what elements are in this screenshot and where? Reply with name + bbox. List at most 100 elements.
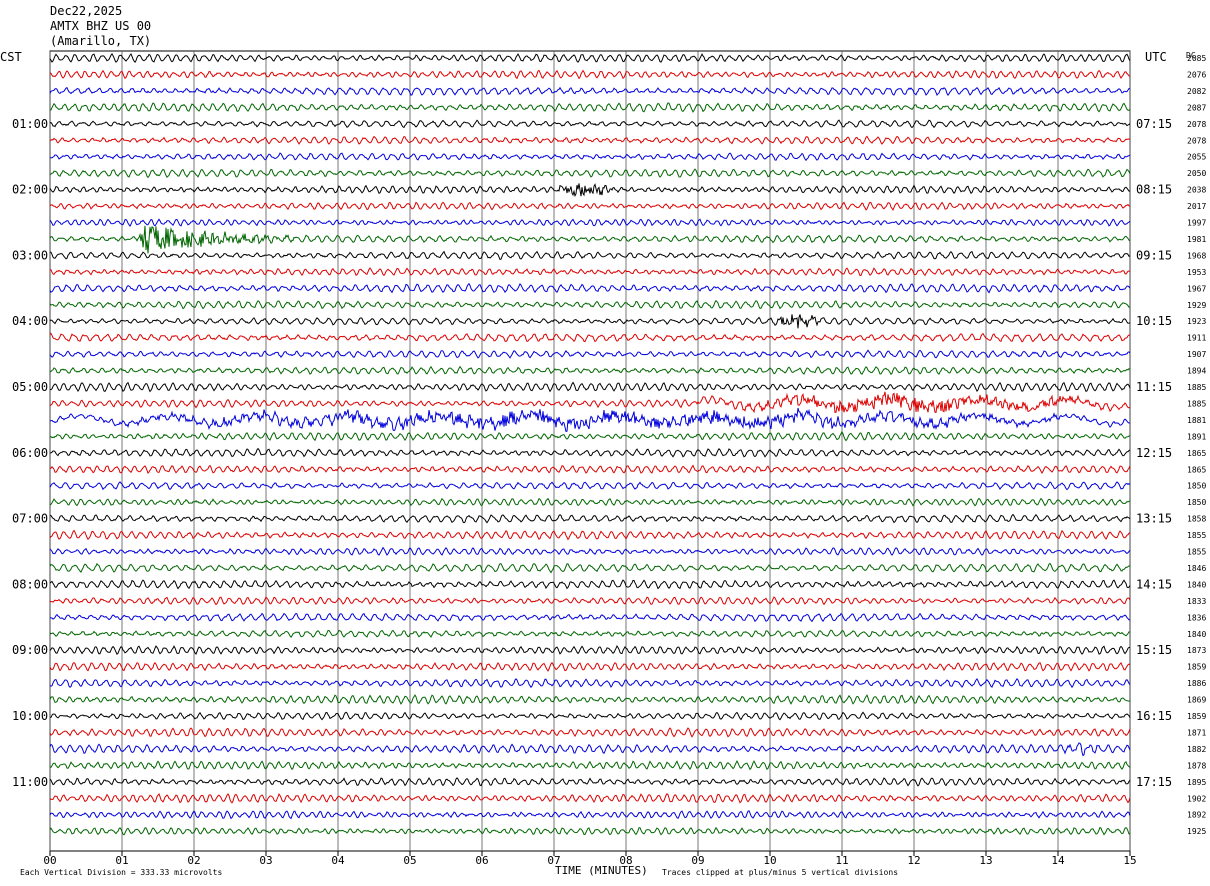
dc-offset-label: 1869 bbox=[1187, 696, 1206, 705]
dc-offset-label: 1911 bbox=[1187, 334, 1206, 343]
x-tick-label: 06 bbox=[475, 854, 488, 867]
trace-line bbox=[49, 430, 1131, 442]
trace-line bbox=[49, 119, 1131, 129]
dc-offset-label: 1892 bbox=[1187, 811, 1206, 820]
dc-offset-label: 1878 bbox=[1187, 761, 1206, 770]
left-hour-label: 01:00 bbox=[12, 117, 48, 131]
right-hour-label: 11:15 bbox=[1136, 380, 1172, 394]
dc-offset-label: 1967 bbox=[1187, 284, 1206, 293]
right-hour-label: 10:15 bbox=[1136, 314, 1172, 328]
dc-offset-label: 1846 bbox=[1187, 564, 1206, 573]
right-hour-label: 09:15 bbox=[1136, 248, 1172, 262]
trace-line bbox=[49, 53, 1131, 64]
left-timezone-label: CST bbox=[0, 50, 22, 64]
dc-offset-label: 1836 bbox=[1187, 613, 1206, 622]
trace-line bbox=[49, 218, 1131, 228]
dc-offset-label: 1881 bbox=[1187, 416, 1206, 425]
dc-offset-label: 1865 bbox=[1187, 449, 1206, 458]
dc-offset-label: 1855 bbox=[1187, 548, 1206, 557]
trace-line bbox=[49, 102, 1131, 113]
trace-line bbox=[49, 793, 1131, 804]
dc-offset-label: 1840 bbox=[1187, 630, 1206, 639]
dc-offset-label: 1891 bbox=[1187, 432, 1206, 441]
dc-offset-label: 2050 bbox=[1187, 169, 1206, 178]
trace-line bbox=[49, 250, 1131, 260]
dc-offset-label: 1902 bbox=[1187, 794, 1206, 803]
dc-offset-label: 1925 bbox=[1187, 827, 1206, 836]
x-tick-label: 11 bbox=[835, 854, 848, 867]
x-axis-title: TIME (MINUTES) bbox=[555, 864, 648, 877]
dc-offset-label: 1850 bbox=[1187, 498, 1206, 507]
dc-offset-label: 1871 bbox=[1187, 728, 1206, 737]
dc-offset-label: 2017 bbox=[1187, 202, 1206, 211]
dc-offset-label: 1885 bbox=[1187, 399, 1206, 408]
x-tick-label: 01 bbox=[115, 854, 128, 867]
x-tick-label: 12 bbox=[907, 854, 920, 867]
dc-offset-label: 1886 bbox=[1187, 679, 1206, 688]
dc-offset-label: 1865 bbox=[1187, 465, 1206, 474]
trace-line bbox=[49, 314, 1131, 329]
dc-offset-label: 1923 bbox=[1187, 317, 1206, 326]
trace-line bbox=[49, 407, 1131, 432]
dc-offset-label: 1873 bbox=[1187, 646, 1206, 655]
plot-date: Dec22,2025 bbox=[50, 4, 123, 18]
trace-line bbox=[49, 596, 1131, 606]
trace-line bbox=[50, 711, 1131, 721]
left-hour-label: 02:00 bbox=[12, 183, 48, 197]
trace-line bbox=[49, 464, 1131, 475]
trace-line bbox=[49, 742, 1131, 757]
scale-note: Each Vertical Division = 333.33 microvol… bbox=[20, 868, 222, 877]
left-hour-label: 08:00 bbox=[12, 577, 48, 591]
trace-line bbox=[50, 267, 1131, 277]
dc-offset-label: 2087 bbox=[1187, 103, 1206, 112]
dc-offset-label: 1859 bbox=[1187, 663, 1206, 672]
x-tick-label: 05 bbox=[403, 854, 416, 867]
trace-line bbox=[49, 135, 1131, 145]
trace-line bbox=[49, 810, 1131, 820]
dc-offset-label: 1953 bbox=[1187, 268, 1206, 277]
dc-offset-label: 1968 bbox=[1187, 251, 1206, 260]
trace-line bbox=[49, 481, 1131, 491]
dc-offset-label: 1895 bbox=[1187, 778, 1206, 787]
trace-line bbox=[49, 282, 1131, 294]
trace-line bbox=[49, 365, 1131, 376]
trace-line bbox=[49, 168, 1131, 179]
right-hour-label: 13:15 bbox=[1136, 512, 1172, 526]
right-hour-label: 14:15 bbox=[1136, 577, 1172, 591]
dc-offset-label: 2038 bbox=[1187, 186, 1206, 195]
trace-line bbox=[49, 546, 1131, 556]
right-hour-label: 15:15 bbox=[1136, 643, 1172, 657]
trace-line bbox=[49, 612, 1131, 623]
trace-line bbox=[49, 69, 1131, 80]
x-tick-label: 00 bbox=[43, 854, 56, 867]
left-hour-label: 10:00 bbox=[12, 709, 48, 723]
left-hour-label: 04:00 bbox=[12, 314, 48, 328]
dc-offset-label: 1981 bbox=[1187, 235, 1206, 244]
right-hour-label: 16:15 bbox=[1136, 709, 1172, 723]
dc-offset-label: 1850 bbox=[1187, 482, 1206, 491]
dc-offset-label: 1859 bbox=[1187, 712, 1206, 721]
x-tick-label: 02 bbox=[187, 854, 200, 867]
trace-line bbox=[49, 760, 1131, 771]
left-hour-label: 07:00 bbox=[12, 512, 48, 526]
right-hour-label: 08:15 bbox=[1136, 183, 1172, 197]
left-hour-label: 11:00 bbox=[12, 775, 48, 789]
dc-offset-label: 2078 bbox=[1187, 120, 1206, 129]
right-hour-label: 12:15 bbox=[1136, 446, 1172, 460]
dc-offset-label: 1858 bbox=[1187, 515, 1206, 524]
trace-line bbox=[49, 777, 1131, 787]
dc-offset-label: 2078 bbox=[1187, 136, 1206, 145]
clip-note: Traces clipped at plus/minus 5 vertical … bbox=[662, 868, 898, 877]
dc-header-label: DC bbox=[1186, 51, 1196, 60]
x-tick-label: 13 bbox=[979, 854, 992, 867]
x-tick-label: 08 bbox=[619, 854, 632, 867]
x-tick-label: 04 bbox=[331, 854, 345, 867]
axis-labels: 00 01 02 03 04 05 06 07 08 09 10 11 12 13 14 15 2085 2076… bbox=[12, 54, 1206, 867]
trace-line bbox=[49, 826, 1131, 836]
trace-line bbox=[49, 201, 1130, 211]
trace-line bbox=[49, 299, 1131, 310]
trace-line bbox=[49, 579, 1131, 590]
x-tick-label: 10 bbox=[763, 854, 776, 867]
dc-offset-label: 1885 bbox=[1187, 383, 1206, 392]
trace-line bbox=[49, 629, 1131, 639]
